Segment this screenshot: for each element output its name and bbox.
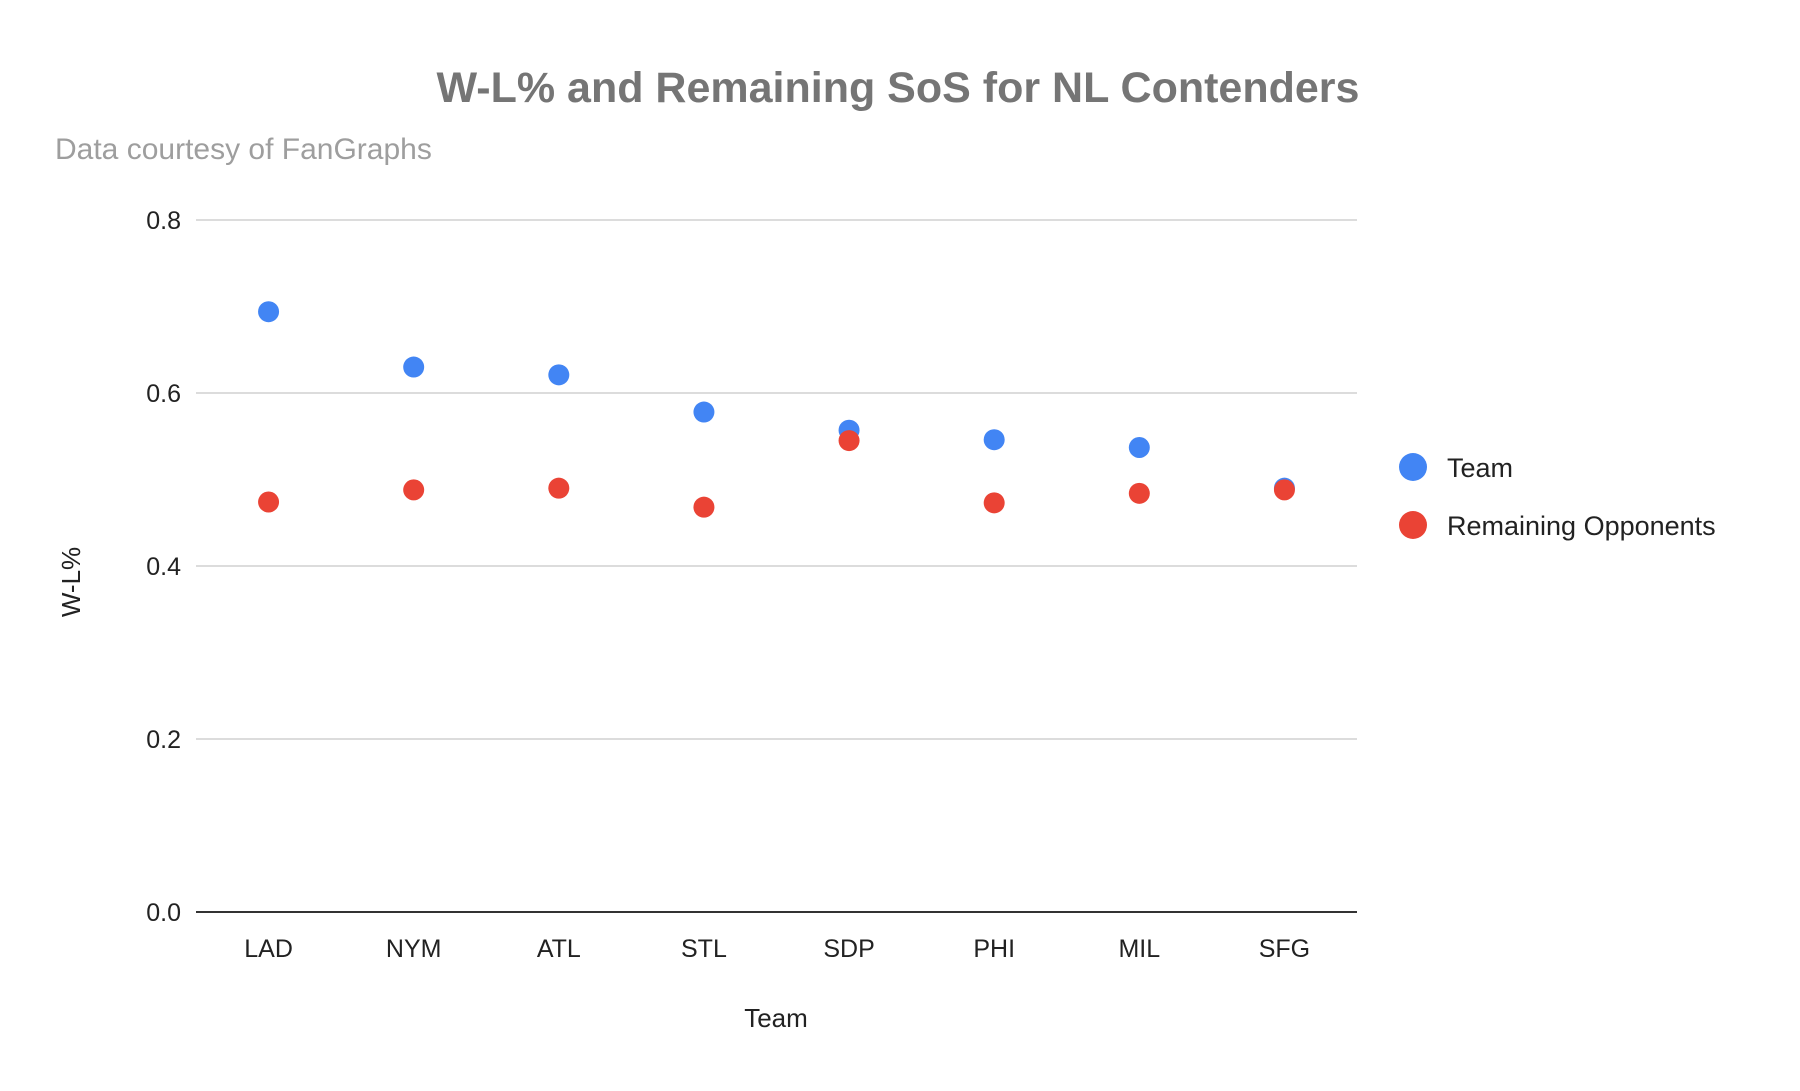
data-point-team[interactable]	[983, 429, 1005, 451]
x-tick-label: NYM	[386, 935, 442, 963]
x-axis-title: Team	[744, 1003, 808, 1033]
y-tick-label: 0.4	[146, 553, 181, 581]
chart-subtitle: Data courtesy of FanGraphs	[55, 133, 432, 166]
x-tick-label: SDP	[823, 935, 874, 963]
data-point-team[interactable]	[1128, 436, 1150, 458]
x-tick-label: MIL	[1118, 935, 1160, 963]
data-point-remaining-opponents[interactable]	[1128, 482, 1150, 504]
chart-title: W-L% and Remaining SoS for NL Contenders	[437, 64, 1360, 112]
data-point-remaining-opponents[interactable]	[258, 491, 280, 513]
y-tick-label: 0.2	[146, 726, 181, 754]
x-tick-label: STL	[681, 935, 727, 963]
x-tick-label: ATL	[537, 935, 581, 963]
data-point-team[interactable]	[693, 401, 715, 423]
data-point-team[interactable]	[258, 301, 280, 323]
legend-label: Remaining Opponents	[1447, 511, 1716, 541]
data-point-team[interactable]	[403, 356, 425, 378]
x-tick-label: PHI	[973, 935, 1015, 963]
data-point-team[interactable]	[548, 364, 570, 386]
data-point-remaining-opponents[interactable]	[983, 492, 1005, 514]
x-tick-label: LAD	[244, 935, 293, 963]
data-point-remaining-opponents[interactable]	[838, 430, 860, 452]
legend-marker	[1399, 511, 1427, 539]
legend: Team Remaining Opponents	[1399, 453, 1716, 541]
data-point-remaining-opponents[interactable]	[403, 479, 425, 501]
legend-label: Team	[1447, 453, 1513, 483]
y-tick-label: 0.6	[146, 380, 181, 408]
data-point-remaining-opponents[interactable]	[548, 477, 570, 499]
y-axis-title: W-L%	[56, 547, 86, 617]
y-tick-label: 0.0	[146, 899, 181, 927]
y-tick-label: 0.8	[146, 207, 181, 235]
legend-marker	[1399, 453, 1427, 481]
x-tick-label: SFG	[1259, 935, 1310, 963]
data-point-remaining-opponents[interactable]	[1273, 479, 1295, 501]
data-point-remaining-opponents[interactable]	[693, 496, 715, 518]
